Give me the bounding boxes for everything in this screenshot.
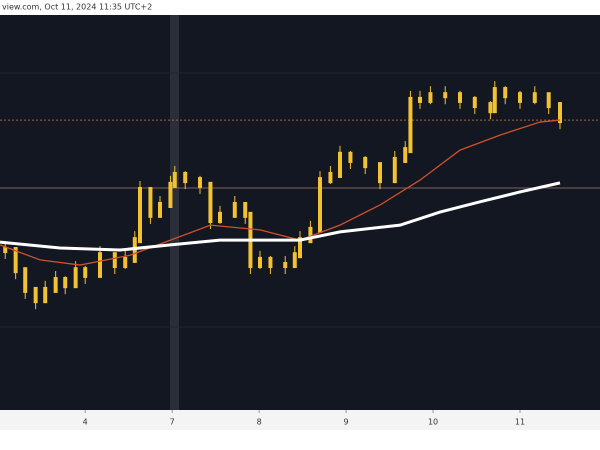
x-tick-label: 8 bbox=[257, 418, 262, 427]
price-bar bbox=[408, 96, 413, 154]
chart-title: view.com, Oct 11, 2024 11:35 UTC+2 bbox=[2, 3, 152, 12]
price-bar bbox=[208, 181, 213, 224]
price-bar bbox=[138, 186, 142, 244]
price-bar bbox=[392, 156, 397, 184]
plot-area bbox=[0, 15, 600, 410]
x-tick-label: 4 bbox=[83, 418, 88, 427]
x-tick-label: 11 bbox=[515, 418, 525, 427]
header-bar bbox=[0, 0, 600, 15]
x-tick-label: 10 bbox=[428, 418, 438, 427]
x-axis-bar bbox=[0, 410, 600, 430]
price-bar bbox=[492, 87, 497, 114]
price-bar bbox=[13, 247, 18, 274]
moving-average bbox=[0, 181, 561, 252]
price-bar bbox=[338, 151, 342, 178]
price-bar bbox=[148, 186, 153, 218]
session-band bbox=[170, 15, 179, 410]
price-bar bbox=[318, 177, 322, 233]
price-bar bbox=[168, 181, 173, 208]
price-bar bbox=[23, 267, 28, 293]
x-tick-label: 7 bbox=[170, 418, 175, 427]
price-bar bbox=[98, 252, 102, 278]
x-tick-label: 9 bbox=[344, 418, 349, 427]
